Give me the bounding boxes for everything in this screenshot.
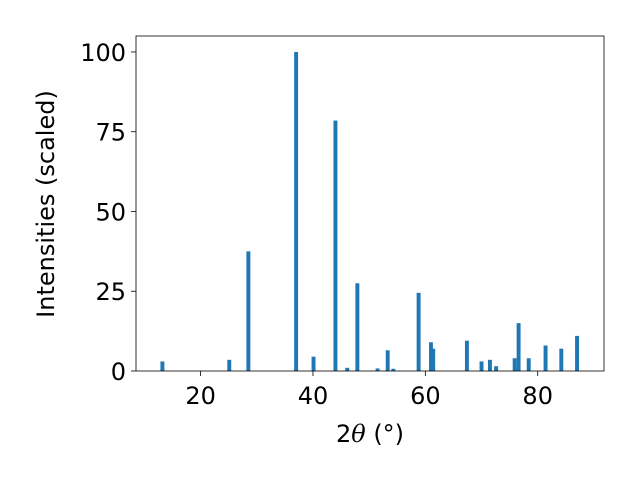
y-tick-label: 75 [95,119,126,147]
y-tick-label: 50 [95,198,126,226]
bar [375,368,380,371]
y-tick-label: 100 [80,39,126,67]
bar [526,358,531,371]
bar [431,348,436,371]
bar [294,51,299,371]
y-tick-label: 0 [111,358,126,386]
x-tick-label: 20 [185,382,216,410]
bar [345,367,350,371]
x-tick-label: 40 [298,382,329,410]
plot-frame [135,35,605,372]
bar [494,366,499,371]
bar [246,251,251,371]
bar [311,356,316,371]
x-axis-label: 2θ (°) [336,420,404,448]
bar [391,368,396,371]
bar [575,335,579,371]
bar [227,359,232,371]
bar [428,342,433,371]
bar [355,283,360,371]
bar [559,348,564,371]
bars [160,51,579,371]
bar [385,350,390,371]
x-axis-ticks: 20 40 60 80 [185,371,553,410]
x-tick-label: 60 [410,382,441,410]
bar [333,120,338,371]
y-axis-ticks: 0 25 50 75 100 [80,39,136,386]
y-tick-label: 25 [95,278,126,306]
bar [543,345,548,371]
bar [516,323,521,371]
x-tick-label: 80 [522,382,553,410]
bar [160,361,165,371]
y-axis-label: Intensities (scaled) [32,90,60,318]
bar [512,358,517,371]
bar [487,359,492,371]
bar [464,340,469,371]
bar [416,292,421,371]
bar [479,361,484,371]
